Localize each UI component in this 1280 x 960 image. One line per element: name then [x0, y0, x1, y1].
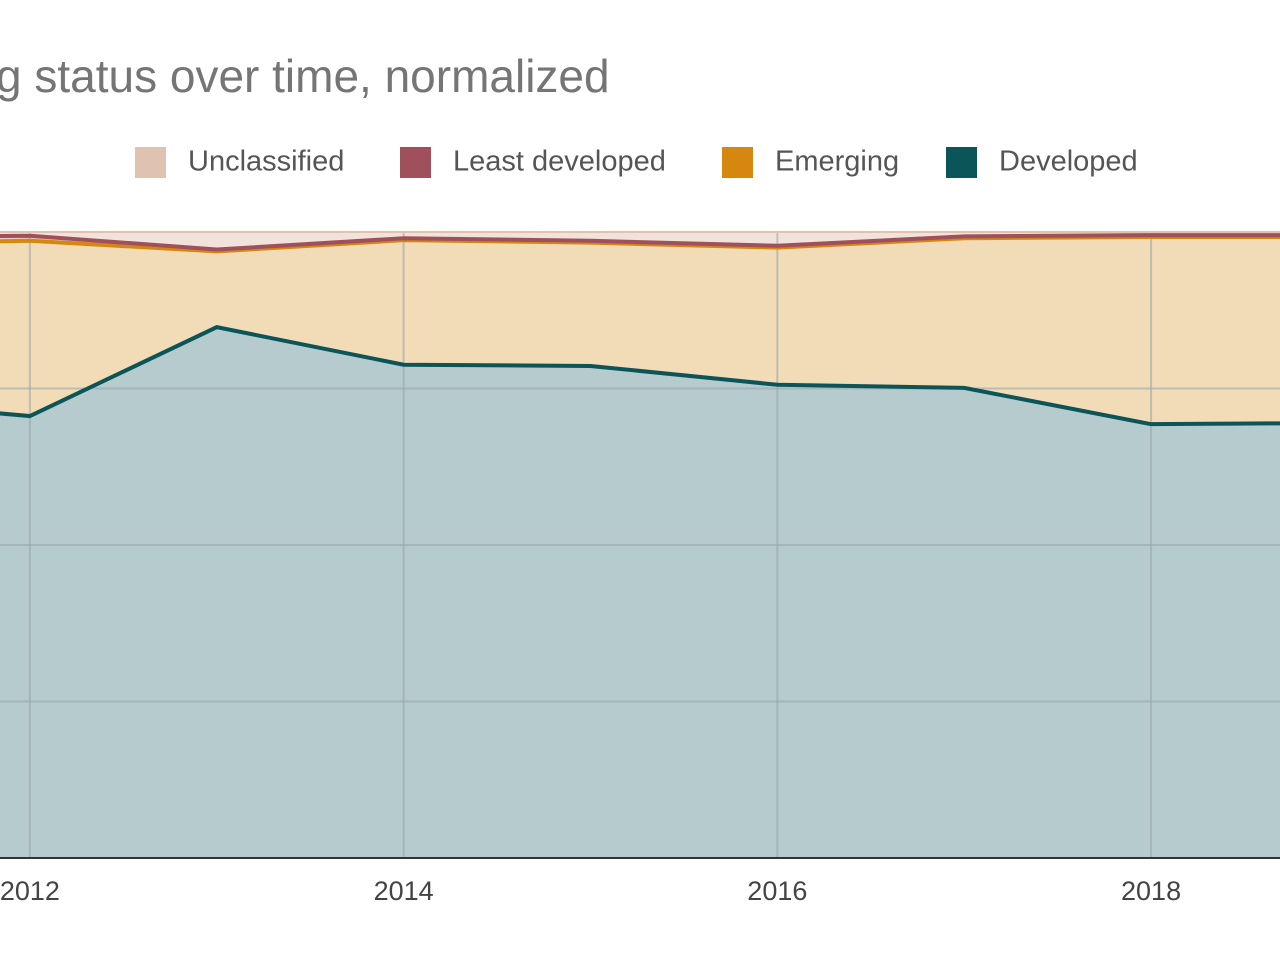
area	[0, 237, 1280, 425]
x-tick-label: 2016	[747, 876, 807, 906]
x-tick-label: 2014	[374, 876, 434, 906]
legend-label: Developed	[999, 146, 1138, 178]
chart-title: g status over time, normalized	[0, 50, 610, 102]
legend-label: Emerging	[775, 146, 899, 178]
legend-label: Least developed	[453, 146, 666, 178]
area	[0, 327, 1280, 858]
series-line	[0, 233, 1280, 252]
x-tick-label: 2018	[1121, 876, 1181, 906]
legend-swatch	[946, 147, 977, 178]
series-line	[0, 325, 1280, 427]
legend-swatch	[135, 147, 166, 178]
legend-swatch	[722, 147, 753, 178]
legend-label: Unclassified	[188, 146, 344, 178]
x-tick-label: 2012	[0, 876, 60, 906]
legend-swatch	[400, 147, 431, 178]
